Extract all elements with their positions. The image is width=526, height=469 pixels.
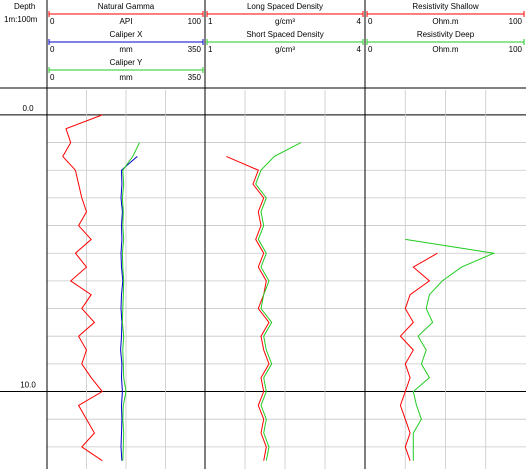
scale-max: 4 [357, 45, 362, 54]
scale-min: 1 [208, 17, 213, 26]
log-curve [226, 155, 270, 461]
scale-unit: mm [119, 73, 133, 82]
scale-max: 100 [509, 17, 523, 26]
log-curve [120, 156, 138, 461]
log-curve [399, 252, 438, 461]
scale-max: 100 [188, 17, 202, 26]
curve-name: Resistivity Deep [417, 30, 475, 39]
scale-unit: Ohm.m [432, 17, 459, 26]
curve-name: Resistivity Shallow [412, 2, 478, 11]
scale-min: 1 [208, 45, 213, 54]
depth-tick-label: 10.0 [20, 381, 36, 390]
scale-max: 100 [509, 45, 523, 54]
log-curve [121, 142, 140, 461]
depth-scale: 1m:100m [4, 15, 38, 24]
scale-max: 350 [188, 45, 202, 54]
depth-title: Depth [14, 2, 35, 11]
scale-unit: API [120, 17, 133, 26]
scale-max: 4 [357, 17, 362, 26]
curve-name: Caliper Y [110, 58, 143, 67]
depth-tick-label: 0.0 [22, 104, 34, 113]
scale-min: 0 [368, 17, 373, 26]
scale-unit: mm [119, 45, 133, 54]
log-curve [405, 238, 496, 461]
log-curve [62, 114, 104, 462]
scale-unit: g/cm³ [275, 17, 295, 26]
scale-min: 0 [50, 45, 55, 54]
scale-min: 0 [368, 45, 373, 54]
curve-name: Long Spaced Density [247, 2, 323, 11]
scale-unit: g/cm³ [275, 45, 295, 54]
scale-unit: Ohm.m [432, 45, 459, 54]
scale-min: 0 [50, 73, 55, 82]
curve-name: Caliper X [110, 30, 144, 39]
curve-name: Short Spaced Density [246, 30, 323, 39]
scale-min: 0 [50, 17, 55, 26]
log-curve [255, 142, 302, 461]
curve-name: Natural Gamma [98, 2, 155, 11]
scale-max: 350 [188, 73, 202, 82]
